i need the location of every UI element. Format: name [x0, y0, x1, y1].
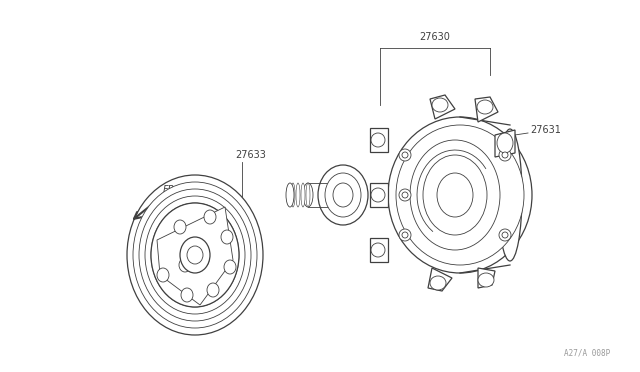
Ellipse shape — [318, 165, 368, 225]
Ellipse shape — [333, 183, 353, 207]
Polygon shape — [370, 183, 388, 207]
Ellipse shape — [325, 173, 361, 217]
Polygon shape — [428, 268, 452, 291]
Ellipse shape — [127, 175, 263, 335]
Ellipse shape — [221, 230, 233, 244]
Ellipse shape — [371, 243, 385, 257]
Ellipse shape — [180, 237, 210, 273]
Polygon shape — [370, 238, 388, 262]
Ellipse shape — [502, 232, 508, 238]
Ellipse shape — [478, 273, 494, 287]
Polygon shape — [157, 207, 233, 305]
Ellipse shape — [301, 183, 305, 207]
Ellipse shape — [499, 149, 511, 161]
Ellipse shape — [286, 183, 294, 207]
Ellipse shape — [430, 276, 446, 290]
Ellipse shape — [402, 232, 408, 238]
Polygon shape — [370, 128, 388, 152]
Ellipse shape — [502, 152, 508, 158]
Ellipse shape — [296, 183, 300, 207]
Ellipse shape — [371, 188, 385, 202]
Ellipse shape — [399, 229, 411, 241]
Text: 27631: 27631 — [530, 125, 561, 135]
Ellipse shape — [151, 203, 239, 307]
Ellipse shape — [207, 283, 219, 297]
Polygon shape — [430, 95, 455, 119]
Ellipse shape — [437, 173, 473, 217]
Ellipse shape — [306, 183, 310, 207]
Ellipse shape — [179, 258, 191, 272]
Ellipse shape — [497, 133, 513, 153]
Ellipse shape — [402, 152, 408, 158]
Polygon shape — [495, 130, 515, 157]
Ellipse shape — [477, 100, 493, 114]
Ellipse shape — [187, 246, 203, 264]
Ellipse shape — [151, 203, 239, 307]
Ellipse shape — [399, 189, 411, 201]
Ellipse shape — [157, 268, 169, 282]
Ellipse shape — [432, 98, 448, 112]
Ellipse shape — [204, 210, 216, 224]
Polygon shape — [478, 268, 495, 288]
Ellipse shape — [197, 253, 209, 267]
Ellipse shape — [423, 155, 487, 235]
Ellipse shape — [174, 220, 186, 234]
Text: 27630: 27630 — [420, 32, 451, 42]
Polygon shape — [475, 97, 498, 122]
Ellipse shape — [181, 288, 193, 302]
Ellipse shape — [498, 129, 522, 261]
Ellipse shape — [371, 133, 385, 147]
Ellipse shape — [388, 117, 532, 273]
Ellipse shape — [224, 260, 236, 274]
Ellipse shape — [303, 183, 313, 207]
Ellipse shape — [399, 149, 411, 161]
Ellipse shape — [133, 182, 257, 328]
Text: FRONT: FRONT — [163, 185, 196, 195]
Ellipse shape — [396, 125, 524, 265]
Text: 27633: 27633 — [235, 150, 266, 160]
Ellipse shape — [402, 192, 408, 198]
Ellipse shape — [410, 140, 500, 250]
Ellipse shape — [145, 196, 245, 314]
Text: A27/A 008P: A27/A 008P — [564, 349, 610, 358]
Ellipse shape — [291, 183, 295, 207]
Ellipse shape — [499, 229, 511, 241]
Ellipse shape — [139, 189, 251, 321]
